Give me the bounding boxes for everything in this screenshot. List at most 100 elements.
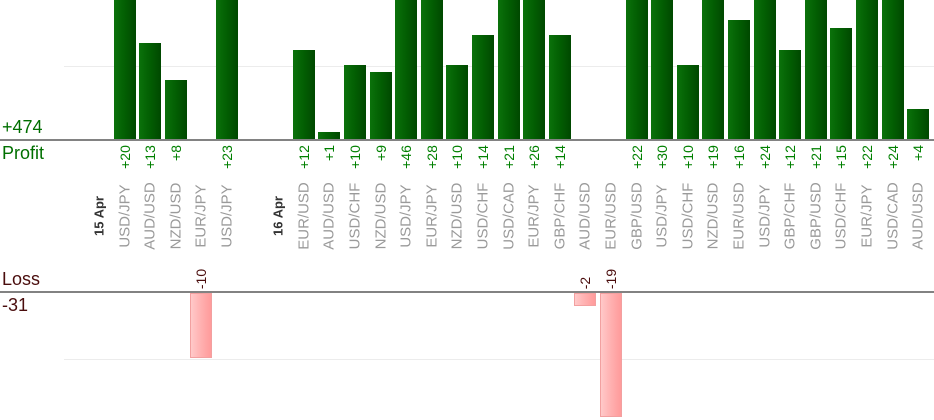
profit-value-label: +28 xyxy=(423,145,440,169)
loss-value-label: -19 xyxy=(603,268,619,290)
profit-bar[interactable] xyxy=(292,50,315,139)
profit-value-label: +13 xyxy=(142,145,159,169)
profit-value-label: +22 xyxy=(859,145,875,169)
symbol-label: USD/CHF xyxy=(474,182,492,250)
profit-bar[interactable] xyxy=(625,0,648,139)
profit-axis-title: Profit xyxy=(2,143,45,163)
symbol-label: GBP/USD xyxy=(807,182,825,250)
loss-axis-line xyxy=(0,291,934,293)
profit-bar[interactable] xyxy=(420,0,443,139)
profit-value-label: +22 xyxy=(628,145,645,169)
profit-bar[interactable] xyxy=(395,0,418,139)
symbol-label: EUR/USD xyxy=(730,182,748,250)
profit-bar[interactable] xyxy=(164,80,187,139)
symbol-label: NZD/USD xyxy=(448,182,466,250)
symbol-label: USD/JPY xyxy=(397,184,415,248)
profit-bar[interactable] xyxy=(702,0,725,139)
symbol-label: NZD/USD xyxy=(704,182,722,250)
symbol-label: NZD/USD xyxy=(167,182,185,250)
loss-bar[interactable] xyxy=(190,293,213,358)
profit-bar[interactable] xyxy=(856,0,878,139)
profit-value-label: +19 xyxy=(705,145,722,169)
profit-value-label: +10 xyxy=(449,145,466,169)
profit-bar[interactable] xyxy=(523,0,546,139)
symbol-label: AUD/USD xyxy=(320,182,338,250)
symbol-label: EUR/JPY xyxy=(192,184,210,248)
profit-value-label: +24 xyxy=(884,145,901,169)
profit-value-label: +12 xyxy=(295,145,312,169)
loss-bar[interactable] xyxy=(600,293,622,417)
profit-value-label: +20 xyxy=(116,145,133,169)
symbol-label: USD/CAD xyxy=(500,182,518,250)
profit-bar[interactable] xyxy=(830,28,853,139)
symbol-label: USD/JPY xyxy=(218,184,236,248)
symbol-label: USD/JPY xyxy=(653,184,671,248)
loss-bar[interactable] xyxy=(574,293,597,306)
loss-gridline-10 xyxy=(64,359,934,360)
profit-value-label: +16 xyxy=(731,145,747,169)
profit-bar[interactable] xyxy=(728,20,750,139)
profit-value-label: +14 xyxy=(475,145,491,169)
profit-bar[interactable] xyxy=(753,0,776,139)
symbol-label: USD/CHF xyxy=(679,182,697,250)
profit-total-label: +474 xyxy=(2,117,43,137)
date-label: 16 Apr xyxy=(270,196,286,236)
symbol-label: NZD/USD xyxy=(372,182,390,250)
profit-value-label: +4 xyxy=(910,145,927,161)
profit-value-label: +9 xyxy=(372,145,389,161)
symbol-label: EUR/USD xyxy=(295,182,313,250)
symbol-label: AUD/USD xyxy=(576,182,594,250)
profit-bar[interactable] xyxy=(139,43,162,139)
profit-bar[interactable] xyxy=(472,35,494,139)
profit-value-label: +15 xyxy=(833,145,850,169)
loss-value-label: -2 xyxy=(577,276,594,290)
profit-value-label: +21 xyxy=(500,145,517,169)
profit-value-label: +23 xyxy=(219,145,235,169)
symbol-label: GBP/CHF xyxy=(551,182,569,250)
profit-value-label: +14 xyxy=(551,145,568,169)
profit-value-label: +8 xyxy=(167,145,184,161)
symbol-label: USD/CAD xyxy=(884,182,902,250)
loss-value-label: -10 xyxy=(193,268,210,290)
profit-value-label: +30 xyxy=(654,145,671,169)
symbol-label: USD/JPY xyxy=(116,184,134,248)
symbol-label: GBP/USD xyxy=(628,182,646,250)
profit-bar[interactable] xyxy=(446,65,469,139)
profit-bar[interactable] xyxy=(651,0,674,139)
symbol-label: AUD/USD xyxy=(909,182,927,250)
symbol-label: USD/CHF xyxy=(832,182,850,250)
profit-bar[interactable] xyxy=(318,132,341,139)
profit-bar[interactable] xyxy=(497,0,520,139)
profit-value-label: +46 xyxy=(398,145,415,169)
profit-value-label: +12 xyxy=(782,145,799,169)
profit-value-label: +24 xyxy=(756,145,773,169)
profit-bar[interactable] xyxy=(779,50,802,139)
symbol-label: EUR/JPY xyxy=(525,184,543,248)
profit-value-label: +26 xyxy=(526,145,543,169)
symbol-label: EUR/JPY xyxy=(423,184,441,248)
loss-total-label: -31 xyxy=(2,295,29,315)
symbol-label: USD/JPY xyxy=(756,184,774,248)
profit-bar[interactable] xyxy=(907,109,930,139)
profit-value-label: +10 xyxy=(679,145,696,169)
profit-value-label: +1 xyxy=(321,145,338,161)
profit-bar[interactable] xyxy=(369,72,392,139)
profit-value-label: +10 xyxy=(347,145,363,169)
symbol-label: EUR/USD xyxy=(602,182,620,250)
profit-value-label: +21 xyxy=(807,145,824,169)
profit-bar[interactable] xyxy=(344,65,366,139)
profit-bar[interactable] xyxy=(548,35,571,139)
profit-bar[interactable] xyxy=(676,65,699,139)
profit-bar[interactable] xyxy=(881,0,904,139)
symbol-label: GBP/CHF xyxy=(781,182,799,250)
profit-bar[interactable] xyxy=(113,0,136,139)
date-label: 15 Apr xyxy=(91,196,107,236)
symbol-label: USD/CHF xyxy=(346,182,364,250)
symbol-label: AUD/USD xyxy=(141,182,159,250)
profit-axis-line xyxy=(0,139,934,141)
profit-bar[interactable] xyxy=(216,0,238,139)
symbol-label: EUR/JPY xyxy=(858,184,876,248)
loss-axis-title: Loss xyxy=(2,269,41,289)
profit-bar[interactable] xyxy=(804,0,827,139)
